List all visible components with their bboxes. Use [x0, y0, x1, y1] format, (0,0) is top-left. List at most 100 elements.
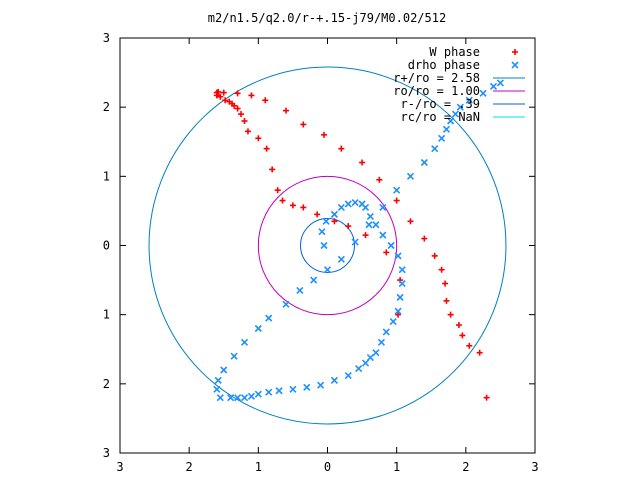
marker-stroke — [265, 388, 273, 396]
drho-phase-point — [447, 117, 455, 125]
w-phase-point — [283, 107, 289, 114]
drho-phase-point — [382, 328, 390, 336]
w-phase-point — [345, 223, 352, 230]
marker-stroke — [330, 210, 338, 218]
w-phase-point — [331, 218, 338, 225]
marker-stroke — [361, 359, 370, 367]
w-phase-point — [438, 266, 445, 273]
w-phase-point — [279, 197, 286, 204]
drho-phase-point — [355, 365, 363, 373]
drho-phase-point — [387, 241, 395, 250]
chart-title: m2/n1.5/q2.0/r-+.15-j79/M0.02/512 — [208, 11, 446, 25]
legend-label: ro/ro = 1.00 — [393, 84, 480, 98]
y-tick-label: 3 — [103, 446, 110, 460]
drho-phase-point — [220, 366, 228, 374]
w-phase-point — [338, 145, 345, 152]
x-tick-label: 1 — [393, 460, 400, 474]
w-phase-point — [222, 97, 229, 104]
marker-stroke — [337, 255, 345, 263]
drho-phase-point — [372, 349, 380, 357]
marker-stroke — [431, 145, 439, 153]
w-phase-point — [314, 211, 321, 218]
marker-stroke — [379, 231, 387, 239]
w-phase-point — [455, 322, 462, 329]
marker-stroke — [296, 286, 304, 295]
w-phase-point — [262, 97, 269, 104]
x-tick-label: 3 — [531, 460, 538, 474]
w-phase-point — [234, 105, 241, 112]
marker-stroke — [322, 217, 330, 225]
w-phase-point — [226, 98, 233, 105]
drho-phase-point — [337, 255, 345, 263]
w-phase-point — [459, 332, 466, 339]
drho-phase-point — [330, 376, 338, 384]
marker-stroke — [366, 212, 374, 221]
x-tick-label: 3 — [116, 460, 123, 474]
marker-stroke — [247, 392, 255, 400]
marker-stroke — [234, 394, 242, 402]
drho-phase-point — [351, 238, 359, 246]
w-phase-point — [238, 111, 245, 118]
w-phase-point — [300, 121, 307, 128]
marker-stroke — [344, 371, 352, 380]
marker-stroke — [265, 314, 273, 322]
marker-stroke — [447, 117, 455, 125]
drho-phase-point — [322, 217, 330, 225]
w-phase-point — [362, 232, 369, 239]
drho-phase-point — [227, 394, 235, 402]
marker-stroke — [442, 125, 451, 133]
drho-phase-point — [216, 394, 224, 402]
marker-stroke — [358, 200, 366, 208]
drho-phase-point — [230, 352, 238, 360]
y-tick-label: 1 — [103, 308, 110, 322]
marker-stroke — [382, 328, 390, 336]
legend-label: W phase — [429, 45, 480, 59]
w-phase-point — [263, 145, 270, 152]
marker-stroke — [355, 365, 363, 373]
drho-phase-point — [320, 241, 328, 250]
drho-phase-point — [365, 221, 373, 229]
marker-stroke — [496, 79, 504, 87]
marker-stroke — [398, 279, 406, 288]
drho-phase-point — [247, 392, 255, 400]
drho-phase-point — [393, 186, 401, 194]
w-phase-point — [393, 197, 400, 204]
drho-phase-point — [465, 96, 473, 104]
w-phase-point — [215, 88, 222, 95]
drho-phase-point — [489, 82, 498, 90]
marker-stroke — [213, 385, 221, 393]
marker-stroke — [230, 352, 238, 360]
y-tick-label: 3 — [103, 31, 110, 45]
drho-phase-point — [451, 110, 460, 118]
w-phase-point — [359, 159, 366, 166]
drho-phase-point — [389, 318, 397, 326]
drho-phase-point — [394, 307, 402, 315]
marker-stroke — [320, 241, 328, 250]
drho-phase-point — [396, 293, 404, 301]
drho-phase-point — [337, 203, 345, 212]
marker-stroke — [318, 228, 326, 236]
drho-phase-point — [366, 353, 374, 362]
drho-phase-point — [361, 359, 370, 367]
legend-symbol — [511, 61, 519, 69]
marker-stroke — [396, 293, 404, 301]
w-phase-point — [217, 93, 224, 100]
marker-stroke — [366, 353, 374, 362]
drho-phase-point — [344, 200, 352, 208]
w-phase-point — [244, 128, 251, 135]
drho-phase-point — [289, 385, 297, 393]
marker-stroke — [393, 186, 401, 194]
reference-circle — [300, 218, 355, 273]
drho-phase-point — [323, 266, 332, 274]
y-tick-label: 2 — [103, 377, 110, 391]
marker-stroke — [372, 349, 380, 357]
marker-stroke — [394, 252, 402, 260]
marker-stroke — [451, 110, 460, 118]
marker-stroke — [303, 383, 311, 391]
marker-stroke — [394, 307, 402, 315]
marker-stroke — [361, 203, 370, 212]
w-phase-point — [274, 187, 281, 194]
w-phase-point — [431, 252, 438, 259]
